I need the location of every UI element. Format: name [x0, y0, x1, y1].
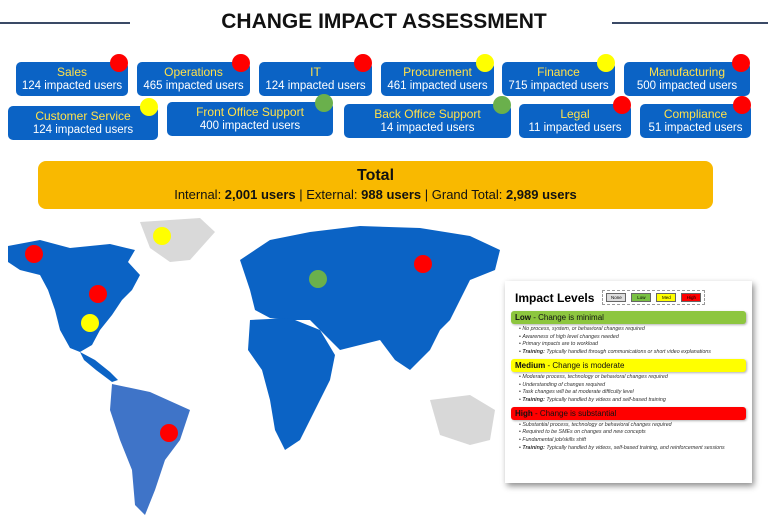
level-low-list: No process, system, or behavioral change…	[519, 326, 746, 357]
map-australia	[430, 395, 495, 445]
level-medium-list: Moderate process, technology or behavior…	[519, 374, 746, 405]
world-map	[8, 218, 500, 515]
dept-manufacturing: Manufacturing 500 impacted users	[624, 62, 750, 96]
key-high: High	[681, 293, 702, 302]
level-training: Training: Typically handled through comm…	[519, 349, 746, 357]
map-marker-high	[89, 285, 107, 303]
total-summary: Total Internal: 2,001 users | External: …	[38, 161, 713, 209]
dept-name: Finance	[537, 65, 580, 79]
dept-front-office-support: Front Office Support 400 impacted users	[167, 102, 333, 136]
dept-name: Legal	[560, 107, 590, 121]
key-med: Med	[656, 293, 677, 302]
dept-count: 461 impacted users	[387, 80, 488, 92]
dept-count: 124 impacted users	[32, 124, 134, 136]
dept-count: 124 impacted users	[21, 80, 123, 92]
dept-operations: Operations 465 impacted users	[137, 62, 250, 96]
dept-procurement: Procurement 461 impacted users	[381, 62, 494, 96]
map-marker-high	[414, 255, 432, 273]
level-bullet: Fundamental job/skills shift	[519, 437, 746, 445]
level-bullet: No process, system, or behavioral change…	[519, 326, 746, 334]
level-bullet: Required to be SMEs on changes and new c…	[519, 429, 746, 437]
map-africa	[248, 318, 335, 450]
title-rule-left	[0, 22, 130, 24]
dept-count: 400 impacted users	[199, 120, 301, 132]
level-medium-band: Medium - Change is moderate	[511, 358, 746, 372]
impact-dot-high	[733, 96, 751, 114]
dept-count: 14 impacted users	[380, 122, 475, 134]
dept-it: IT 124 impacted users	[259, 62, 372, 96]
impact-dot-high	[232, 54, 250, 72]
level-high-band: High - Change is substantial	[511, 406, 746, 420]
dept-count: 51 impacted users	[648, 122, 743, 134]
impact-dot-low	[493, 96, 511, 114]
dept-name: Sales	[56, 65, 88, 79]
title-rule-right	[612, 22, 768, 24]
total-title: Total	[356, 167, 395, 184]
key-low: Low	[631, 293, 652, 302]
map-marker-medium	[81, 314, 99, 332]
impact-dot-high	[732, 54, 750, 72]
dept-name: Procurement	[403, 65, 472, 79]
dept-name: Back Office Support	[374, 107, 481, 121]
level-high-list: Substantial process, technology or behav…	[519, 422, 746, 453]
map-north-america	[8, 240, 140, 352]
dept-name: Manufacturing	[648, 65, 726, 79]
dept-back-office-support: Back Office Support 14 impacted users	[344, 104, 511, 138]
dept-name: Operations	[164, 65, 223, 79]
map-marker-high	[160, 424, 178, 442]
dept-name: Front Office Support	[196, 105, 304, 119]
dept-finance: Finance 715 impacted users	[502, 62, 615, 96]
map-south-america	[110, 384, 190, 515]
dept-compliance: Compliance 51 impacted users	[640, 104, 751, 138]
dept-count: 124 impacted users	[265, 80, 366, 92]
impact-levels-legend: Impact Levels None Low Med High Low - Ch…	[505, 281, 752, 483]
dept-legal: Legal 11 impacted users	[519, 104, 631, 138]
map-marker-low	[309, 270, 327, 288]
dept-count: 500 impacted users	[636, 80, 738, 92]
impact-dot-medium	[597, 54, 615, 72]
dept-count: 465 impacted users	[143, 80, 244, 92]
level-bullet: Substantial process, technology or behav…	[519, 422, 746, 430]
key-none: None	[606, 293, 627, 302]
legend-keys: None Low Med High	[602, 290, 706, 305]
map-marker-medium	[153, 227, 171, 245]
impact-dot-high	[613, 96, 631, 114]
map-greenland	[140, 218, 215, 262]
dept-sales: Sales 124 impacted users	[16, 62, 128, 96]
impact-dot-high	[110, 54, 128, 72]
level-bullet: Task changes will be at moderate difficu…	[519, 389, 746, 397]
legend-title: Impact Levels	[515, 290, 595, 305]
impact-dot-medium	[476, 54, 494, 72]
level-training: Training: Typically handled by videos an…	[519, 397, 746, 405]
impact-dot-high	[354, 54, 372, 72]
level-bullet: Awareness of high level changes needed	[519, 334, 746, 342]
level-bullet: Understanding of changes required	[519, 382, 746, 390]
impact-dot-low	[315, 94, 333, 112]
dept-customer-service: Customer Service 124 impacted users	[8, 106, 158, 140]
page-title: CHANGE IMPACT ASSESSMENT	[221, 10, 547, 33]
level-bullet: Moderate process, technology or behavior…	[519, 374, 746, 382]
dept-count: 11 impacted users	[528, 122, 622, 134]
map-marker-high	[25, 245, 43, 263]
total-line: Internal: 2,001 users | External: 988 us…	[174, 187, 577, 202]
dept-count: 715 impacted users	[508, 80, 609, 92]
impact-dot-medium	[140, 98, 158, 116]
dept-name: IT	[310, 65, 321, 79]
dept-name: Compliance	[663, 107, 728, 121]
map-central-america	[80, 352, 118, 382]
map-europe-asia	[240, 226, 500, 370]
dept-name: Customer Service	[35, 109, 131, 123]
level-bullet: Primary impacts are to workload	[519, 341, 746, 349]
level-low-band: Low - Change is minimal	[511, 311, 746, 324]
level-training: Training: Typically handled by videos, s…	[519, 445, 746, 453]
